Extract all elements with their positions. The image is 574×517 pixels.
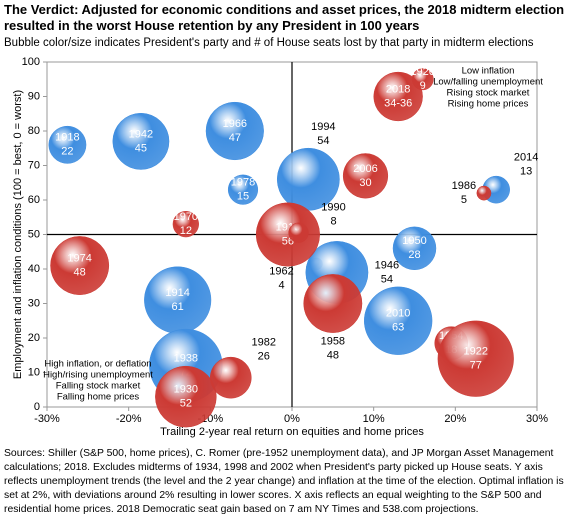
x-tick-label: 20%	[444, 413, 466, 425]
x-tick-label: 30%	[526, 413, 548, 425]
bubble-seats: 63	[392, 322, 404, 334]
bubble-year: 1930	[174, 384, 198, 396]
bubble	[255, 202, 320, 267]
bubble-year: 1942	[129, 128, 153, 140]
bubble-year: 1966	[223, 118, 247, 130]
bubble-year: 1978	[231, 177, 255, 189]
x-tick-label: -30%	[34, 413, 60, 425]
bubble	[209, 356, 252, 399]
chart-title: The Verdict: Adjusted for economic condi…	[4, 2, 565, 33]
bubble-year: 1938	[174, 353, 198, 365]
bubble-seats: 30	[359, 177, 371, 189]
quadrant-note: Falling stock market	[56, 381, 141, 392]
bubble-seats: 15	[237, 191, 249, 203]
bubble	[476, 185, 492, 201]
bubble-seats: 34-36	[384, 97, 412, 109]
bubble-year: 2006	[353, 163, 377, 175]
bubble-seats: 48	[327, 349, 339, 361]
quadrant-note: High/rising unemployment	[43, 370, 153, 381]
bubble-year: 1970	[174, 211, 198, 223]
bubble-seats: 77	[470, 360, 482, 372]
bubble	[155, 365, 217, 428]
bubble-seats: 4	[278, 280, 284, 292]
y-tick-label: 10	[28, 366, 40, 378]
bubble-seats: 48	[74, 266, 86, 278]
x-tick-label: -20%	[116, 413, 142, 425]
y-tick-label: 30	[28, 297, 40, 309]
bubble-seats: 26	[258, 351, 270, 363]
quadrant-note: Rising home prices	[448, 99, 529, 110]
bubble-seats: 45	[135, 142, 147, 154]
y-tick-label: 100	[22, 56, 40, 68]
bubble-year: 1926	[410, 66, 434, 78]
bubble-year: 2014	[514, 152, 538, 164]
bubble-year: 1994	[311, 121, 335, 133]
bubble	[303, 274, 363, 333]
y-tick-label: 20	[28, 332, 40, 344]
bubble	[364, 286, 433, 355]
bubble-year: 1974	[67, 252, 91, 264]
y-tick-label: 0	[34, 401, 40, 413]
quadrant-note: Rising stock market	[447, 88, 530, 99]
y-tick-label: 60	[28, 194, 40, 206]
bubble-year: 2018	[386, 83, 410, 95]
bubble	[172, 211, 199, 238]
y-tick-label: 40	[28, 263, 40, 275]
quadrant-note: High inflation, or deflation	[44, 359, 151, 370]
bubble-seats: 28	[408, 249, 420, 261]
quadrant-note: Low/falling unemployment	[433, 77, 543, 88]
bubble-year: 1950	[402, 235, 426, 247]
bubble-seats: 9	[420, 80, 426, 92]
bubble	[373, 71, 423, 122]
bubble-seats: 61	[172, 301, 184, 313]
bubble-year: 1918	[55, 132, 79, 144]
y-axis-label: Employment and inflation conditions (100…	[12, 90, 24, 379]
y-tick-label: 90	[28, 90, 40, 102]
bubble	[112, 112, 170, 170]
bubble-year: 1962	[269, 266, 293, 278]
bubble	[227, 174, 259, 205]
bubble	[392, 226, 437, 271]
y-tick-label: 70	[28, 159, 40, 171]
bubble-year: 2010	[386, 308, 410, 320]
bubble-seats: 47	[229, 132, 241, 144]
footnote: Sources: Shiller (S&P 500, home prices),…	[4, 448, 564, 515]
bubble-seats: 8	[330, 216, 336, 228]
bubble-year: 1914	[165, 287, 189, 299]
y-tick-label: 80	[28, 125, 40, 137]
bubble-seats: 54	[381, 273, 393, 285]
bubble-year: 1986	[452, 180, 476, 192]
bubble	[50, 236, 110, 295]
x-tick-label: 0%	[284, 413, 300, 425]
chart-subtitle: Bubble color/size indicates President's …	[4, 37, 534, 49]
bubble-seats: 12	[180, 225, 192, 237]
bubble-seats: 52	[180, 398, 192, 410]
bubble	[342, 153, 389, 199]
quadrant-note: Falling home prices	[57, 392, 140, 403]
bubble	[48, 125, 87, 164]
bubble-seats: 54	[317, 135, 329, 147]
bubble	[205, 101, 264, 161]
y-tick-label: 50	[28, 228, 40, 240]
bubble-year: 1922	[464, 346, 488, 358]
bubble-seats: 13	[520, 166, 532, 178]
x-axis-label: Trailing 2-year real return on equities …	[160, 426, 424, 438]
bubble-year: 1990	[321, 202, 345, 214]
bubble-year: 1982	[252, 337, 276, 349]
quadrant-note: Low inflation	[462, 66, 515, 77]
bubble-seats: 22	[61, 146, 73, 158]
bubble-year: 1958	[321, 335, 345, 347]
bubble-seats: 5	[461, 194, 467, 206]
bubble	[288, 222, 309, 243]
bubble	[437, 320, 514, 397]
bubble-year: 1946	[375, 259, 399, 271]
x-tick-label: 10%	[363, 413, 385, 425]
